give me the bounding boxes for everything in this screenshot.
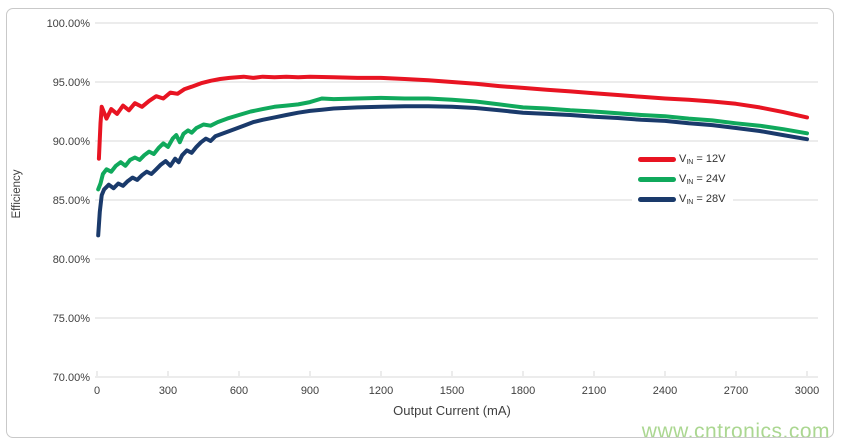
legend-item-28v: VIN = 28V [638, 189, 725, 209]
y-tick-label: 75.00% [53, 313, 91, 325]
x-tick-label: 0 [94, 385, 100, 397]
x-axis-title: Output Current (mA) [393, 403, 511, 418]
y-axis-title: Efficiency [11, 169, 23, 219]
x-tick-label: 3000 [795, 385, 819, 397]
x-tick-label: 900 [301, 385, 319, 397]
y-tick-label: 100.00% [47, 18, 91, 30]
series-line-12v [96, 74, 809, 161]
legend-swatch [638, 156, 676, 162]
x-tick-label: 1800 [511, 385, 535, 397]
legend-swatch [638, 196, 676, 202]
legend-label: VIN = 28V [679, 192, 726, 206]
watermark: www.cntronics.com [641, 420, 830, 443]
x-tick-label: 1500 [440, 385, 464, 397]
y-tick-label: 70.00% [53, 372, 91, 384]
x-tick-label: 2400 [653, 385, 677, 397]
y-tick-label: 85.00% [53, 195, 91, 207]
series-line-28v [96, 104, 809, 238]
y-tick-label: 80.00% [53, 254, 91, 266]
legend-label: VIN = 24V [679, 172, 726, 186]
x-tick-label: 2100 [582, 385, 606, 397]
series-line-24v [96, 95, 809, 192]
x-tick-label: 1200 [369, 385, 393, 397]
x-tick-label: 300 [159, 385, 177, 397]
legend-item-12v: VIN = 12V [638, 149, 725, 169]
y-tick-label: 90.00% [53, 136, 91, 148]
legend-label: VIN = 12V [679, 152, 726, 166]
legend-item-24v: VIN = 24V [638, 169, 725, 189]
y-tick-label: 95.00% [53, 77, 91, 89]
legend-swatch [638, 176, 676, 182]
legend: VIN = 12V VIN = 24V VIN = 28V [632, 146, 734, 212]
x-tick-label: 600 [230, 385, 248, 397]
x-tick-label: 2700 [724, 385, 748, 397]
